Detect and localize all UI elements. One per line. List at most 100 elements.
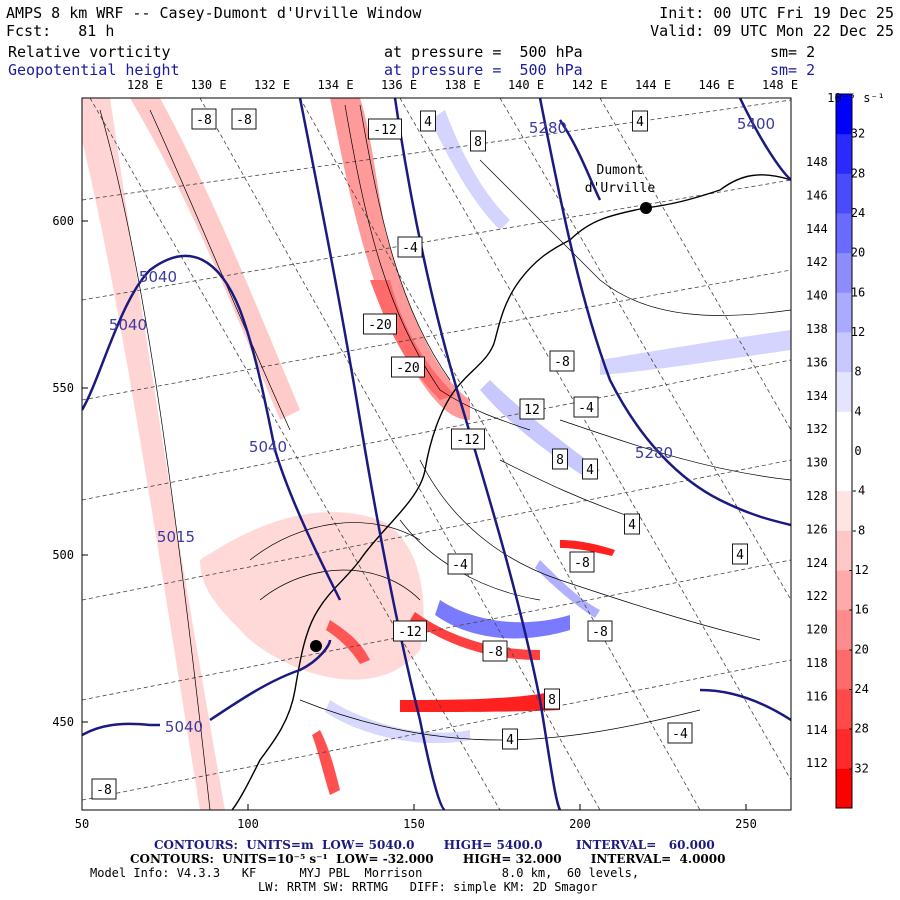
longitude-label-right: 130 E xyxy=(806,456,842,470)
vorticity-label-box xyxy=(502,728,518,750)
height-contour-label: 5280 xyxy=(635,444,673,462)
station-labels: Dumont d'Urville xyxy=(585,163,656,196)
vorticity-label: 4 xyxy=(636,115,644,130)
x-axis-ticks: 50 100 150 200 250 xyxy=(75,804,757,831)
x-tick-label: 100 xyxy=(237,817,259,831)
vorticity-label-box xyxy=(544,688,560,710)
station-label-durville: d'Urville xyxy=(585,181,656,196)
vorticity-label: -8 xyxy=(96,783,112,798)
colorbar-swatch xyxy=(836,768,852,809)
height-contour-label: 5040 xyxy=(139,268,177,286)
colorbar-swatch xyxy=(836,490,852,531)
longitude-label-right: 144 E xyxy=(806,222,842,236)
longitude-label-top: 148 E xyxy=(762,78,798,92)
vorticity-labels: -8 -8 -12 -20 -20 -4 4 8 12 -12 -8 4 -4 8 4 -8 4 -4 -12 -8 4… xyxy=(91,108,748,800)
vorticity-label-box xyxy=(587,620,613,642)
vorticity-label-box xyxy=(519,398,545,420)
vorticity-label: -8 xyxy=(554,355,570,370)
vorticity-label: -12 xyxy=(373,123,396,138)
vorticity-label-box xyxy=(732,543,748,565)
height-contour-5040 xyxy=(82,254,342,601)
vorticity-label: 4 xyxy=(736,548,744,563)
plot-frame xyxy=(81,97,792,811)
vorticity-label: 8 xyxy=(474,135,482,150)
colorbar-swatch xyxy=(836,292,852,333)
colorbar-swatch xyxy=(836,609,852,650)
vorticity-label-box xyxy=(397,236,423,258)
vorticity-label: -8 xyxy=(592,625,608,640)
field1-pressure: at pressure = 500 hPa xyxy=(384,43,583,61)
vorticity-label-box xyxy=(393,620,427,642)
longitude-label-top: 138 E xyxy=(444,78,480,92)
colorbar-swatch xyxy=(836,371,852,412)
colorbar-tick-label: 20 xyxy=(851,246,865,260)
colorbar-swatch xyxy=(836,570,852,611)
vorticity-label: -20 xyxy=(368,318,391,333)
field1-name: Relative vorticity xyxy=(8,43,171,61)
colorbar-tick-label: -4 xyxy=(851,484,865,498)
height-contour-label: 5280 xyxy=(529,119,567,137)
height-contour-label: 5040 xyxy=(109,316,147,334)
longitude-label-right: 116 E xyxy=(806,689,842,703)
colorbar-tick-label: -32 xyxy=(847,761,869,775)
vorticity-label-box xyxy=(624,513,640,535)
longitude-label-top: 142 E xyxy=(571,78,607,92)
vorticity-label-box xyxy=(549,350,575,372)
longitude-label-right: 132 E xyxy=(806,422,842,436)
casey-station xyxy=(310,640,322,652)
colorbar-swatch xyxy=(836,213,852,254)
colorbar-tick-label: -12 xyxy=(847,563,869,577)
colorbar-swatch xyxy=(836,173,852,214)
init-time: Init: 00 UTC Fri 19 Dec 25 xyxy=(659,4,894,22)
vorticity-label: -12 xyxy=(456,433,479,448)
colorbar-tick-label: 16 xyxy=(851,285,865,299)
colorbar-tick-label: 8 xyxy=(854,365,861,379)
vorticity-label-box xyxy=(231,108,257,130)
chart-title: AMPS 8 km WRF -- Casey-Dumont d'Urville … xyxy=(6,4,422,22)
longitude-label-right: 128 E xyxy=(806,489,842,503)
vorticity-label-box xyxy=(482,640,508,662)
vorticity-label: -8 xyxy=(574,556,590,571)
forecast-hour: Fcst: 81 h xyxy=(6,22,115,40)
colorbar-swatch xyxy=(836,252,852,293)
longitude-label-right: 138 E xyxy=(806,322,842,336)
height-contour-5040b xyxy=(82,722,160,737)
y-axis-ticks: 450 500 550 600 xyxy=(52,214,88,729)
field2-pressure: at pressure = 500 hPa xyxy=(384,61,583,79)
vorticity-label: 8 xyxy=(556,453,564,468)
y-tick-label: 450 xyxy=(52,715,74,729)
height-contour-5100 xyxy=(298,98,446,810)
longitude-label-top: 140 E xyxy=(508,78,544,92)
vorticity-label: -4 xyxy=(578,401,594,416)
longitude-label-right: 122 E xyxy=(806,589,842,603)
vorticity-label: 4 xyxy=(506,733,514,748)
longitude-label-right: 120 E xyxy=(806,623,842,637)
plot-content xyxy=(82,98,791,810)
longitude-label-top: 134 E xyxy=(317,78,353,92)
height-contour-label: 5040 xyxy=(249,438,287,456)
vorticity-label-box xyxy=(368,118,402,140)
colorbar-tick-label: 4 xyxy=(854,404,861,418)
colorbar-swatch xyxy=(836,332,852,373)
longitude-labels-right: 148 E 146 E 144 E 142 E 140 E 138 E 136 E 134 E… xyxy=(806,155,842,770)
height-contour-label: 5015 xyxy=(157,528,195,546)
longitude-label-right: 134 E xyxy=(806,389,842,403)
vorticity-label-box xyxy=(91,778,117,800)
x-tick-label: 50 xyxy=(75,817,89,831)
x-tick-label: 250 xyxy=(735,817,757,831)
longitude-label-top: 144 E xyxy=(635,78,671,92)
vorticity-contours xyxy=(99,104,791,810)
height-contour-5160 xyxy=(393,98,562,810)
longitude-label-right: 148 E xyxy=(806,155,842,169)
vorticity-label: 4 xyxy=(424,115,432,130)
vorticity-label-box xyxy=(447,553,473,575)
colorbar-swatch xyxy=(836,530,852,571)
longitude-label-top: 136 E xyxy=(381,78,417,92)
x-tick-label: 150 xyxy=(403,817,425,831)
vorticity-shading xyxy=(82,98,791,810)
field1-smoothing: sm= 2 xyxy=(770,43,816,61)
vorticity-label: -8 xyxy=(236,113,252,128)
vorticity-label: -8 xyxy=(487,645,503,660)
field2-smoothing: sm= 2 xyxy=(770,61,816,79)
